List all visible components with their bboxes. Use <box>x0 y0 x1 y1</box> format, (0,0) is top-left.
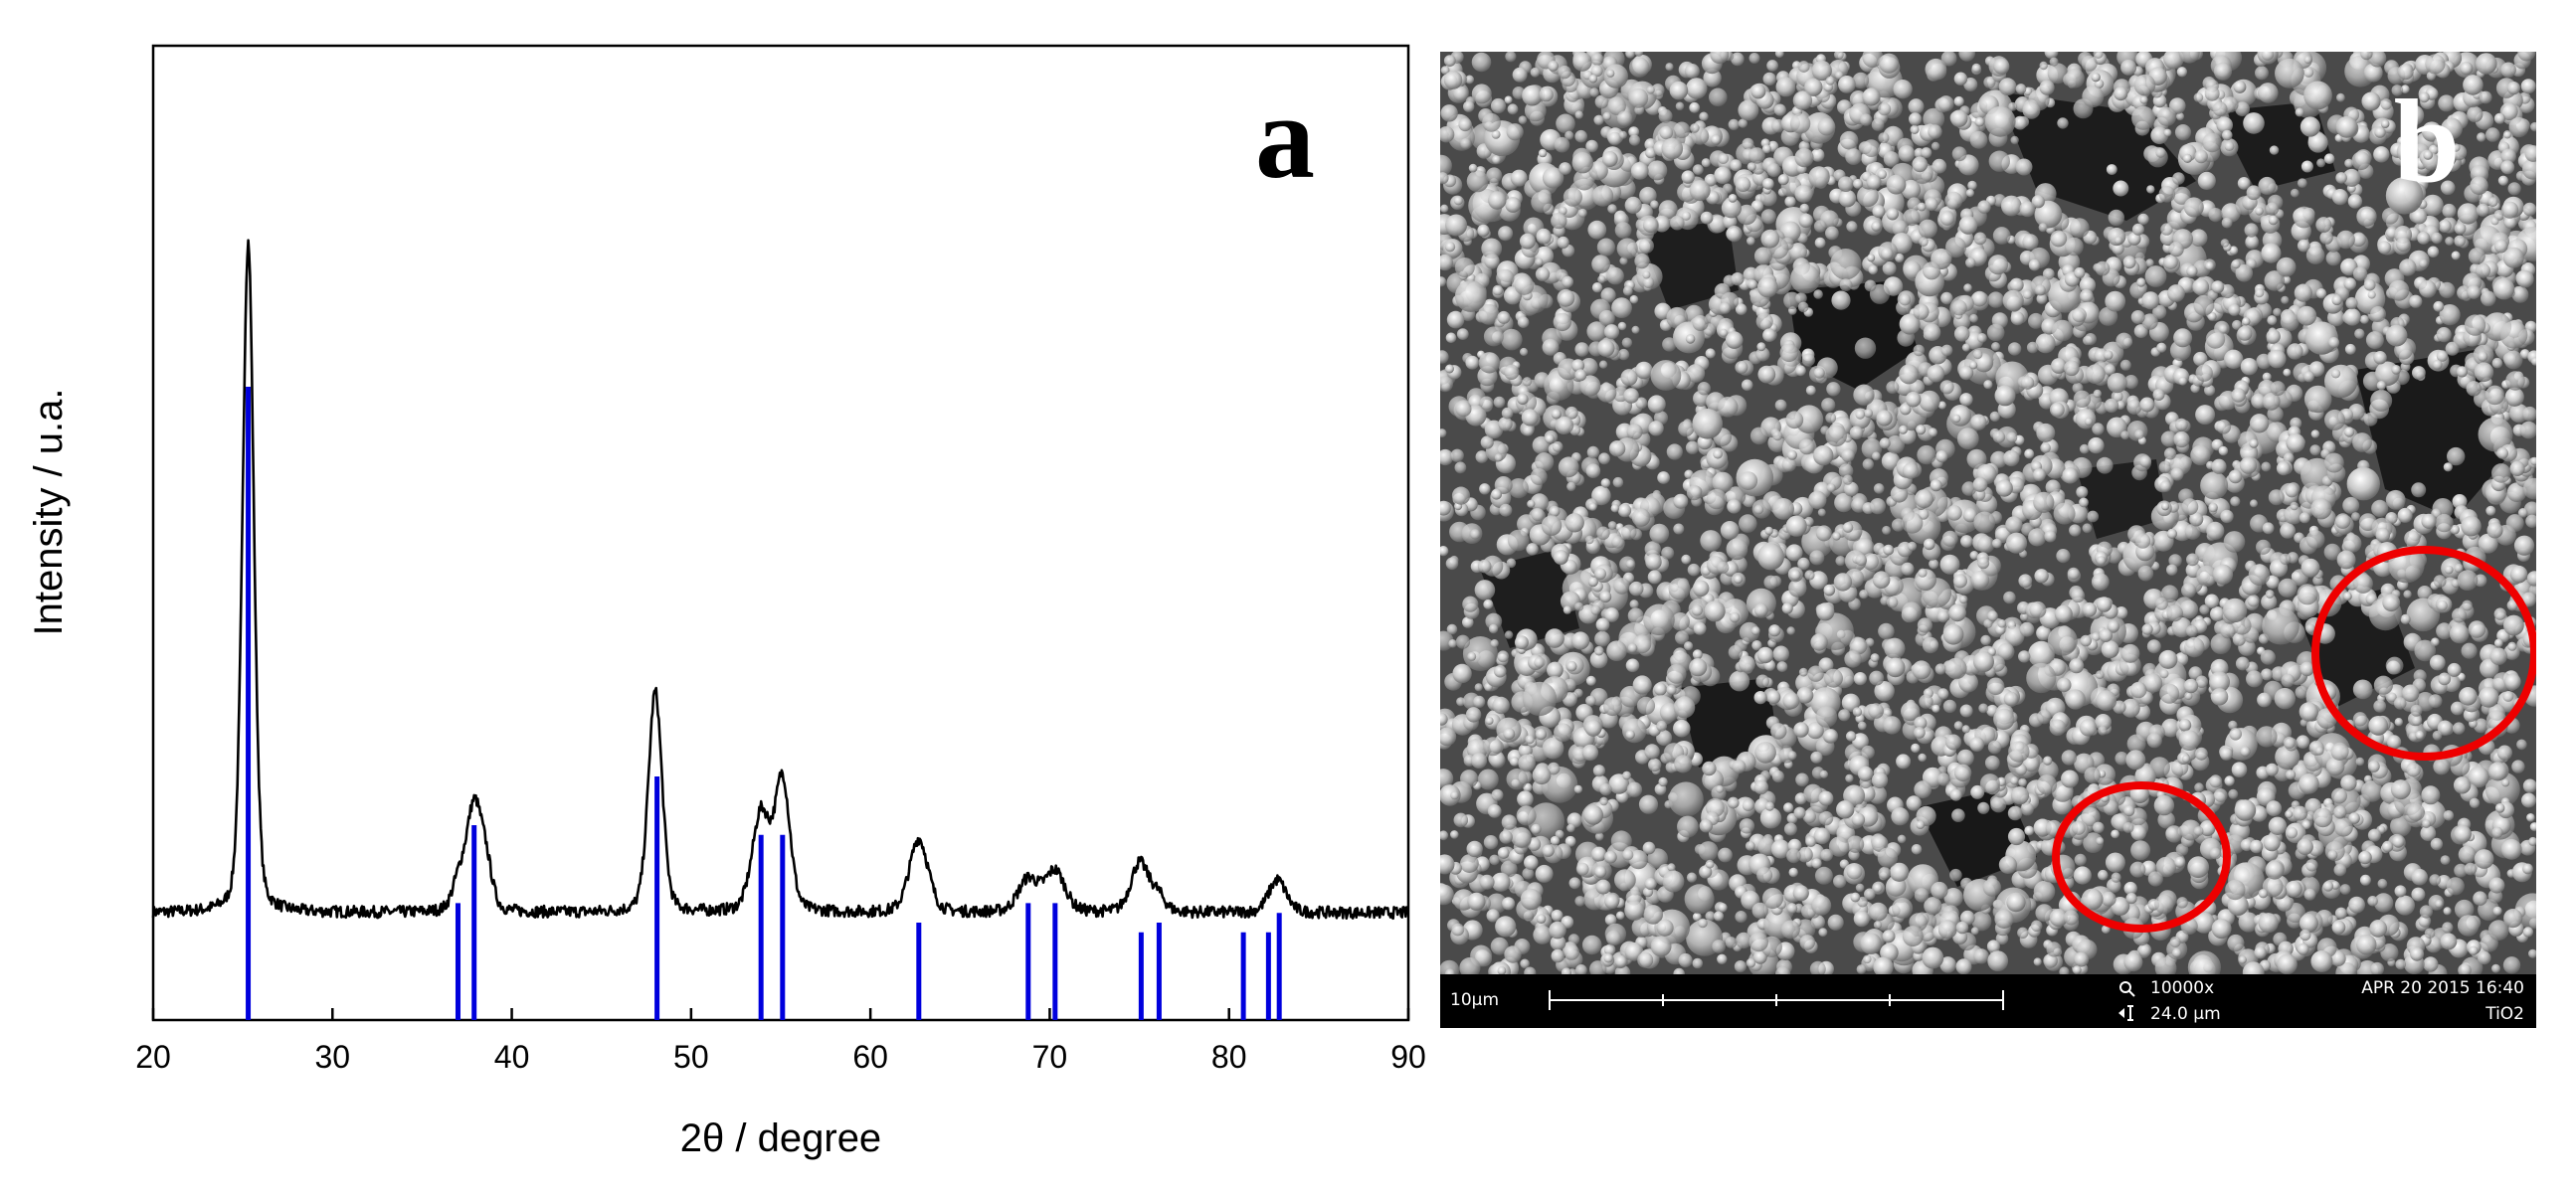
highlight-circle-right <box>2311 546 2536 761</box>
x-tick-label: 90 <box>1390 1039 1426 1075</box>
scale-bar <box>1549 990 2004 1010</box>
sample-name: TiO2 <box>2485 1004 2524 1024</box>
field-width-icon <box>2118 1005 2133 1021</box>
field-width-value: 24.0 µm <box>2150 1004 2221 1024</box>
xrd-chart: 20 30 40 50 60 70 80 90 2θ / degree Intensity /… <box>27 44 1426 1160</box>
particle-grains <box>1440 52 2536 974</box>
xrd-pattern-line <box>151 239 1409 921</box>
x-tick-label: 40 <box>494 1039 530 1075</box>
sem-image: b <box>1440 52 2536 974</box>
x-axis-label: 2θ / degree <box>680 1116 881 1160</box>
panel-letter-b: b <box>2394 75 2461 207</box>
sem-micrograph: b 10µm 10000x 24.0 µm APR 20 2015 16:40 … <box>1440 52 2536 1028</box>
acquisition-datetime: APR 20 2015 16:40 <box>2361 978 2524 998</box>
x-tick-label: 30 <box>314 1039 350 1075</box>
magnifier-icon <box>2119 981 2135 997</box>
x-tick-label: 50 <box>673 1039 709 1075</box>
reference-sticks <box>246 387 1282 1020</box>
y-axis-label: Intensity / u.a. <box>27 388 71 635</box>
x-tick-label: 20 <box>135 1039 171 1075</box>
x-tick-label: 80 <box>1211 1039 1247 1075</box>
x-tick-label: 60 <box>852 1039 888 1075</box>
highlight-circle-bottom <box>2052 781 2231 933</box>
panel-letter-a: a <box>1255 71 1315 203</box>
x-axis-ticks: 20 30 40 50 60 70 80 90 <box>135 1008 1426 1075</box>
magnification-value: 10000x <box>2150 978 2215 998</box>
scale-label: 10µm <box>1450 990 1500 1010</box>
x-tick-label: 70 <box>1032 1039 1068 1075</box>
sem-info-bar: 10µm 10000x 24.0 µm APR 20 2015 16:40 Ti… <box>1440 974 2536 1028</box>
